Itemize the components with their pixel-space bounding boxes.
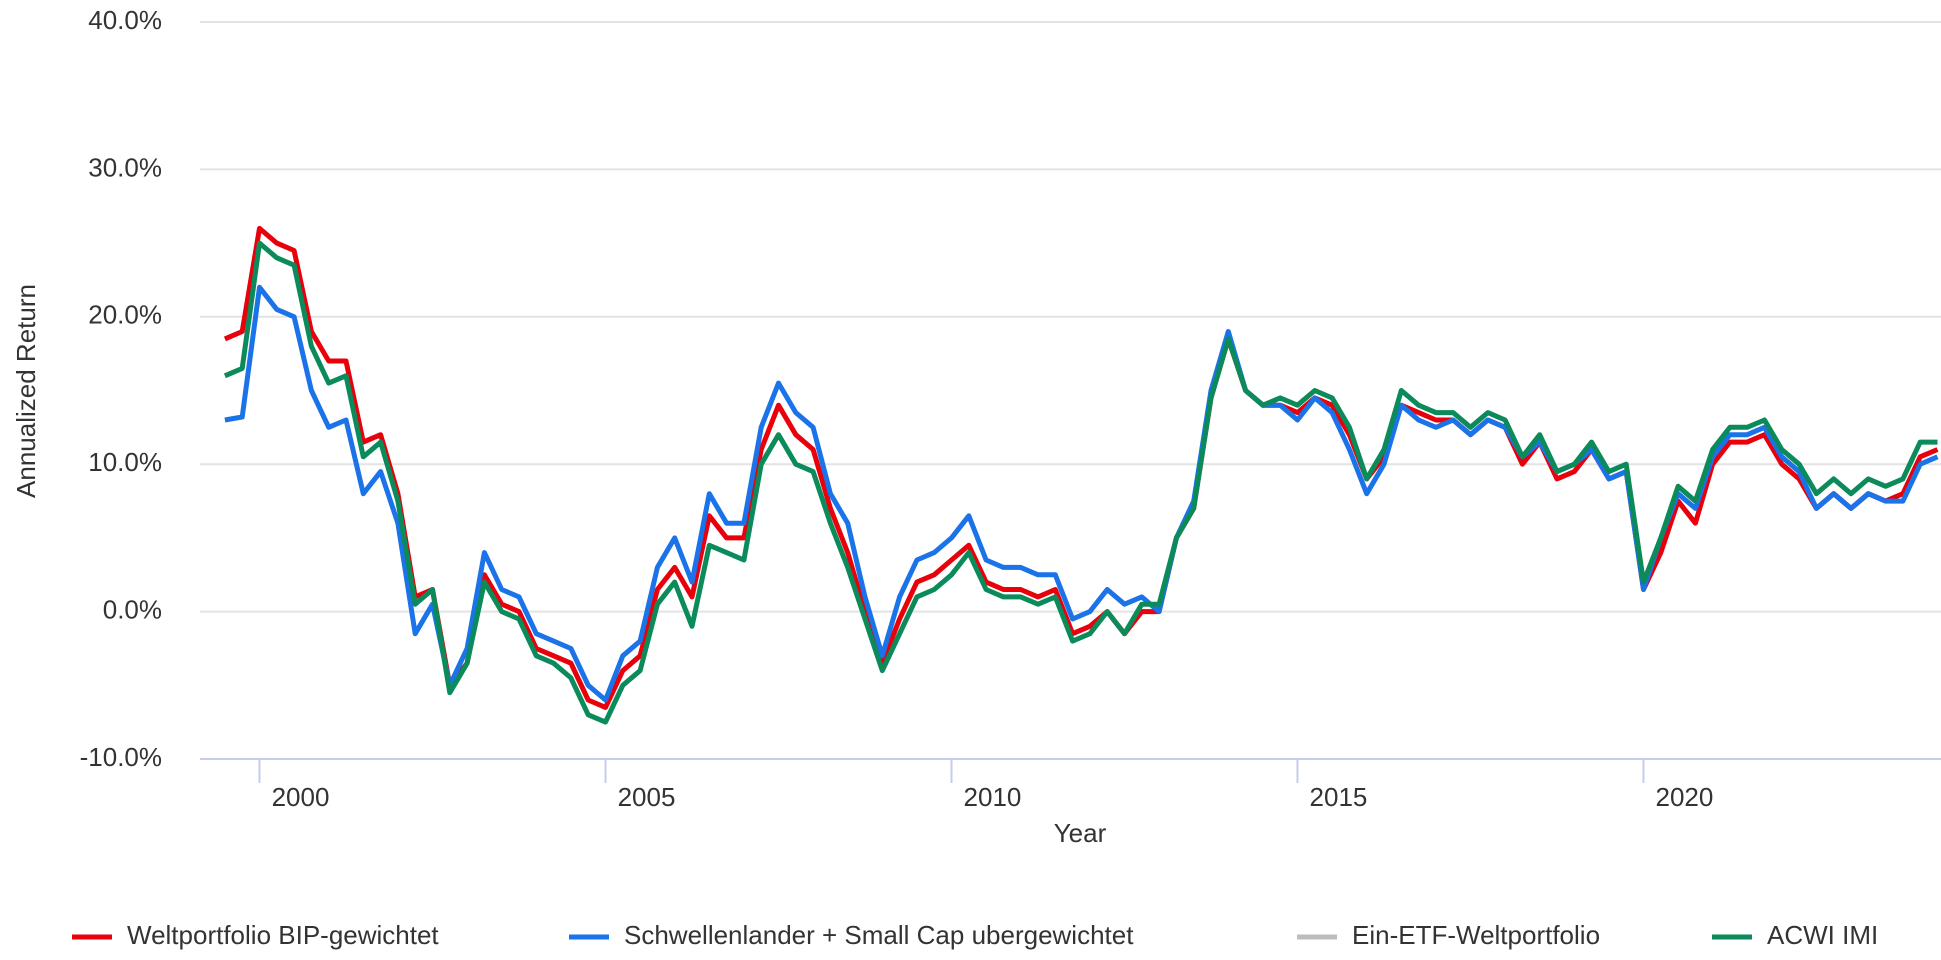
y-tick-label: 20.0% [88, 300, 162, 330]
x-tick-label: 2000 [272, 782, 330, 812]
y-tick-label: 0.0% [103, 594, 162, 624]
x-axis-title: Year [1054, 818, 1107, 848]
series-line [223, 240, 1938, 725]
y-tick-label: 40.0% [88, 5, 162, 35]
x-tick-label: 2010 [964, 782, 1022, 812]
x-tick-label: 2005 [618, 782, 676, 812]
y-axis-title: Annualized Return [11, 284, 41, 498]
x-tick-label: 2020 [1656, 782, 1714, 812]
legend-label: Weltportfolio BIP-gewichtet [127, 920, 439, 950]
y-tick-label: -10.0% [80, 742, 162, 772]
x-tick-label: 2015 [1310, 782, 1368, 812]
y-tick-label: 10.0% [88, 447, 162, 477]
legend-label: Schwellenlander + Small Cap ubergewichte… [624, 920, 1134, 950]
legend-label: ACWI IMI [1767, 920, 1878, 950]
legend-label: Ein-ETF-Weltportfolio [1352, 920, 1600, 950]
y-tick-label: 30.0% [88, 152, 162, 182]
